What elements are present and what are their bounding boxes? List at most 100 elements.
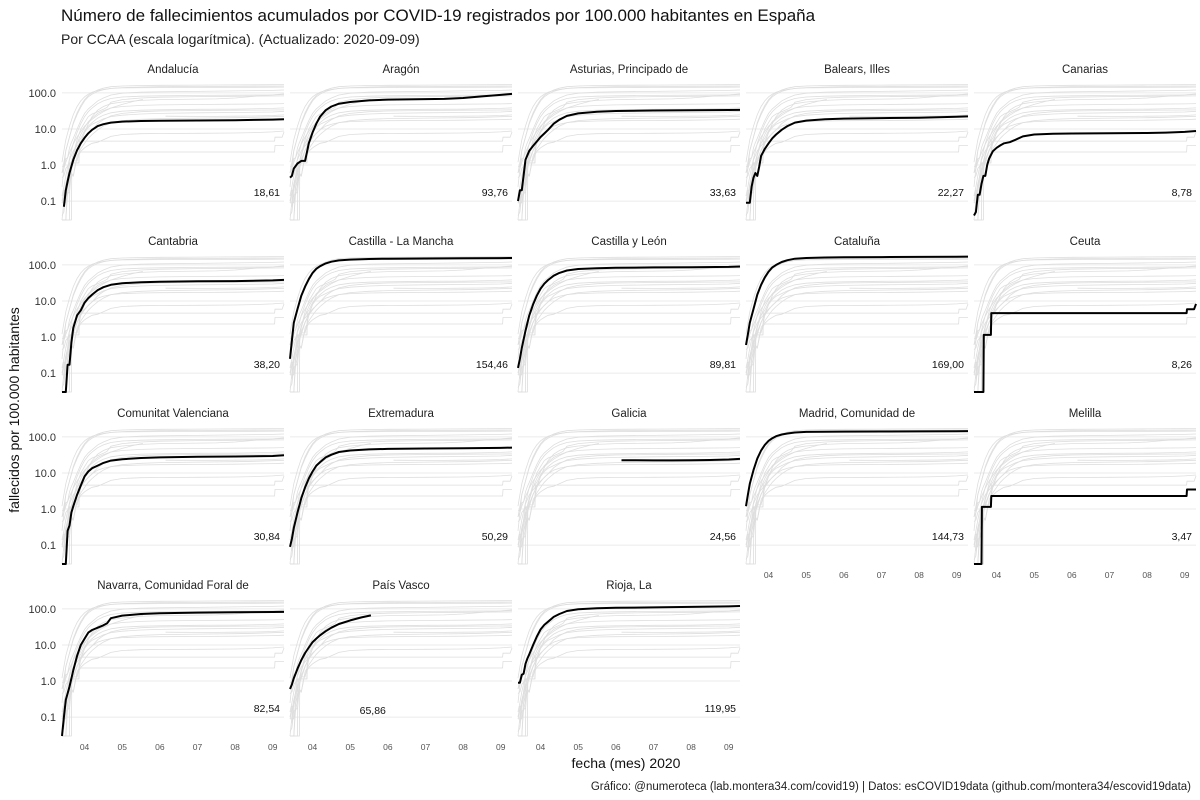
background-series-line (61, 281, 285, 374)
background-series-line (61, 430, 285, 507)
value-label-asturias-principado-de: 33,63 (710, 187, 736, 199)
background-series-line (745, 109, 969, 202)
background-series-line (849, 114, 969, 117)
background-series-line (289, 94, 513, 196)
background-series-line (393, 114, 513, 117)
x-tick-label: 07 (649, 742, 659, 752)
background-series-line (745, 474, 969, 560)
value-label-castilla-la-mancha: 154,46 (476, 359, 508, 371)
background-series-line (290, 605, 513, 684)
background-series-line (62, 89, 285, 168)
background-series-line (746, 317, 968, 393)
series-line-galicia (621, 457, 741, 462)
x-tick-label: 09 (1180, 570, 1190, 580)
background-series-line (973, 258, 1197, 335)
value-label-cataluna: 169,00 (932, 359, 964, 371)
series-line-madrid-comunidad-de (745, 430, 969, 507)
y-tick-label: 1.0 (41, 160, 56, 172)
background-series-line (290, 131, 513, 221)
background-series-line (291, 634, 513, 723)
series-line-andalucia (62, 118, 285, 207)
background-series-line (61, 85, 285, 187)
background-series-line (289, 430, 513, 507)
chart-subtitle: Por CCAA (escala logarítmica). (Actualiz… (61, 31, 420, 47)
background-series-line (291, 118, 513, 207)
series-line-cantabria (62, 278, 285, 393)
series-line-melilla (974, 488, 1196, 565)
background-series-line (289, 429, 513, 531)
value-label-aragon: 93,76 (482, 187, 508, 199)
x-tick-label: 06 (611, 742, 621, 752)
background-series-line (518, 647, 741, 737)
background-series-line (518, 145, 740, 221)
x-tick-label: 05 (117, 742, 127, 752)
background-series-line (289, 453, 513, 546)
series-line-cataluna (745, 255, 969, 346)
series-line-aragon (289, 92, 513, 179)
background-series-line (61, 625, 285, 718)
background-series-line (62, 623, 285, 737)
background-series-line (745, 281, 969, 374)
background-series-line (973, 109, 1197, 202)
background-series-line (746, 451, 969, 565)
background-series-line (517, 439, 741, 565)
x-tick-label: 08 (686, 742, 696, 752)
panel-extremadura: Extremadura 50,29 (289, 408, 513, 565)
y-tick-label: 10.0 (35, 640, 56, 652)
panel-asturias-principado-de: Asturias, Principado de 33,63 (517, 64, 741, 221)
background-series-line (621, 286, 741, 289)
y-tick-label: 10.0 (35, 124, 56, 136)
series-line-asturias-principado-de (517, 108, 741, 202)
background-series-line (517, 602, 741, 679)
strip-label-pais-vasco: País Vasco (372, 580, 429, 592)
background-series-line (289, 85, 513, 187)
background-series-line (973, 281, 1197, 374)
background-series-line (518, 261, 741, 340)
background-series-line (973, 266, 1197, 368)
background-series-line (745, 302, 969, 388)
background-series-line (621, 114, 741, 117)
background-series-line (62, 451, 285, 565)
background-series-line (290, 145, 512, 221)
background-series-line (289, 86, 513, 163)
panel-comunitat-valenciana: Comunitat Valenciana 0.1 1.0 10.0 100.0 30,84 (28, 408, 285, 565)
background-series-line (62, 475, 285, 565)
background-series-line (745, 130, 969, 216)
background-series-line (289, 602, 513, 679)
background-series-line (973, 429, 1197, 531)
background-series-line (393, 286, 513, 289)
background-series-line (973, 430, 1197, 507)
background-series-line (61, 257, 285, 359)
background-series-line (518, 317, 740, 393)
background-series-line (517, 474, 741, 560)
background-series-line (289, 646, 513, 732)
background-series-line (393, 458, 513, 461)
background-series-line (973, 438, 1197, 540)
background-series-line (165, 114, 285, 117)
value-label-castilla-y-leon: 89,81 (710, 359, 736, 371)
background-series-line (517, 130, 741, 216)
x-tick-label: 05 (573, 742, 583, 752)
background-series-line (165, 286, 285, 289)
background-series-line (61, 429, 285, 531)
background-series-line (746, 433, 969, 512)
series-line-balears-illes (746, 115, 969, 204)
value-label-andalucia: 18,61 (254, 187, 280, 199)
background-series-line (975, 118, 1197, 207)
panel-melilla: Melilla 3,47 04 05 06 07 08 09 (973, 408, 1197, 580)
background-series-line (849, 286, 969, 289)
background-series-line (974, 145, 1196, 221)
background-series-line (746, 131, 969, 221)
background-series-line (746, 489, 968, 565)
series-line-castilla-la-mancha (289, 257, 513, 359)
y-tick-label: 0.1 (41, 712, 56, 724)
background-series-line (621, 630, 741, 633)
background-series-line (973, 267, 1197, 393)
x-tick-label: 06 (1067, 570, 1077, 580)
background-series-line (61, 610, 285, 712)
x-tick-label: 04 (308, 742, 318, 752)
x-tick-label: 08 (458, 742, 468, 752)
background-series-line (745, 94, 969, 196)
background-series-line (61, 258, 285, 335)
x-tick-label: 09 (952, 570, 962, 580)
